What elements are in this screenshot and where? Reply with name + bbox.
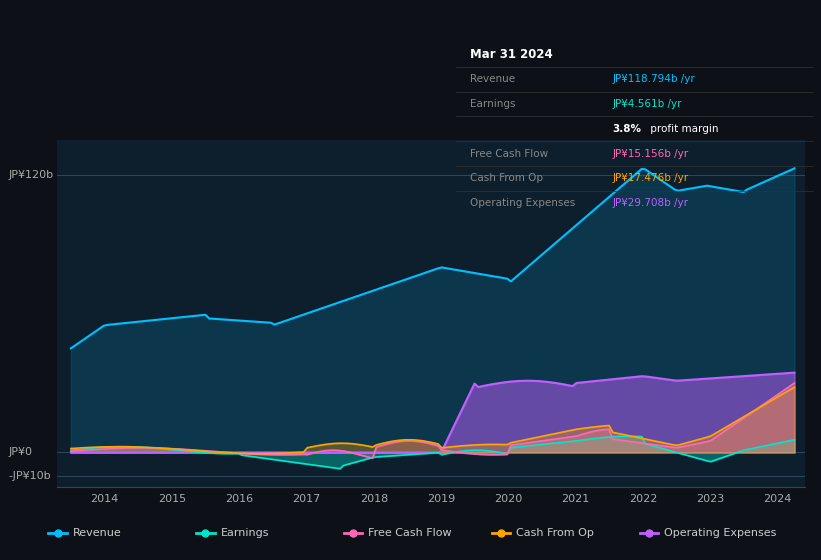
Text: JP¥0: JP¥0 <box>9 447 33 458</box>
Text: JP¥118.794b /yr: JP¥118.794b /yr <box>612 74 695 84</box>
Text: Earnings: Earnings <box>470 99 516 109</box>
Text: Revenue: Revenue <box>73 529 122 538</box>
Text: -JP¥10b: -JP¥10b <box>9 470 52 480</box>
Text: Operating Expenses: Operating Expenses <box>470 198 576 208</box>
Text: JP¥29.708b /yr: JP¥29.708b /yr <box>612 198 689 208</box>
Text: Cash From Op: Cash From Op <box>516 529 594 538</box>
Text: Operating Expenses: Operating Expenses <box>664 529 777 538</box>
Text: Revenue: Revenue <box>470 74 515 84</box>
Text: JP¥120b: JP¥120b <box>9 170 54 180</box>
Text: Cash From Op: Cash From Op <box>470 174 543 184</box>
Text: JP¥4.561b /yr: JP¥4.561b /yr <box>612 99 682 109</box>
Text: profit margin: profit margin <box>647 124 718 134</box>
Text: Earnings: Earnings <box>221 529 269 538</box>
Text: Free Cash Flow: Free Cash Flow <box>470 148 548 158</box>
Text: Free Cash Flow: Free Cash Flow <box>369 529 452 538</box>
Text: Mar 31 2024: Mar 31 2024 <box>470 48 553 61</box>
Text: 3.8%: 3.8% <box>612 124 642 134</box>
Text: JP¥15.156b /yr: JP¥15.156b /yr <box>612 148 689 158</box>
Text: JP¥17.476b /yr: JP¥17.476b /yr <box>612 174 689 184</box>
